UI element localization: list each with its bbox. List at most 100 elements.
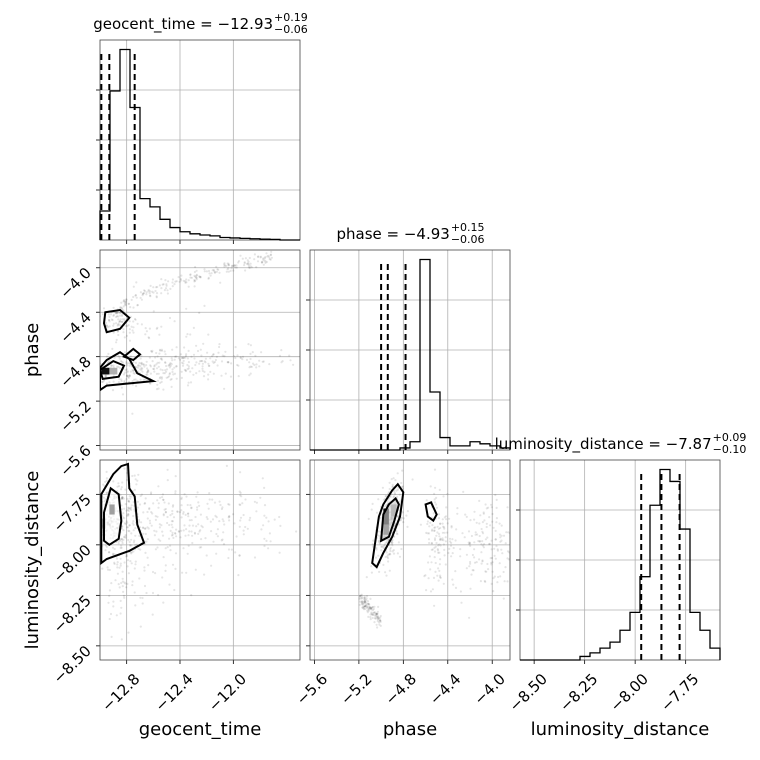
sample-point [132, 541, 135, 544]
sample-point [481, 540, 484, 543]
sample-point [241, 355, 245, 358]
sample-point [234, 346, 237, 349]
sample-point [140, 521, 143, 524]
sample-point [441, 537, 444, 540]
sample-point [249, 262, 252, 265]
sample-point [129, 544, 132, 547]
sample-point [114, 579, 117, 582]
sample-point [85, 378, 87, 380]
sample-point [161, 493, 164, 496]
sample-point [144, 551, 147, 555]
sample-point [219, 503, 222, 507]
sample-point [156, 355, 159, 358]
sample-point [496, 548, 499, 551]
sample-point [212, 353, 215, 356]
sample-point [249, 265, 252, 268]
sample-point [142, 363, 145, 366]
sample-point [101, 313, 104, 316]
sample-point [495, 521, 498, 524]
sample-point [193, 270, 196, 274]
sample-point [195, 273, 198, 276]
sample-point [112, 480, 115, 483]
sample-point [125, 298, 128, 301]
sample-point [378, 623, 381, 626]
sample-point [183, 346, 186, 349]
sample-point [116, 566, 119, 569]
sample-point [143, 527, 147, 530]
sample-point [160, 524, 163, 527]
sample-point [108, 381, 111, 384]
sample-point [178, 510, 182, 514]
sample-point [230, 548, 233, 551]
sample-point [125, 362, 128, 365]
sample-point [483, 579, 486, 583]
sample-point [152, 502, 155, 505]
sample-point [247, 264, 250, 267]
sample-point [470, 573, 473, 576]
sample-point [445, 506, 448, 509]
sample-point [123, 302, 126, 305]
sample-point [123, 298, 126, 302]
sample-point [144, 333, 147, 336]
sample-point [228, 503, 231, 506]
sample-point [465, 553, 468, 556]
sample-point [136, 304, 139, 307]
sample-point [100, 315, 102, 318]
sample-point [379, 620, 382, 624]
sample-point [213, 501, 217, 504]
sample-point [123, 371, 127, 374]
sample-point [243, 261, 246, 264]
sample-point [444, 536, 447, 539]
sample-point [371, 543, 374, 546]
sample-point [147, 370, 150, 373]
sample-point [119, 562, 122, 565]
sample-point [187, 512, 190, 515]
sample-point [190, 507, 193, 510]
sample-point [204, 537, 207, 540]
sample-point [488, 543, 491, 546]
sample-point [95, 381, 97, 383]
sample-point [360, 602, 363, 605]
sample-point [490, 582, 493, 586]
sample-point [367, 603, 370, 606]
sample-point [107, 568, 110, 571]
sample-point [164, 511, 167, 514]
sample-point [132, 306, 135, 309]
sample-point [149, 365, 152, 368]
sample-point [151, 591, 155, 595]
sample-point [100, 485, 101, 488]
sample-point [92, 521, 94, 523]
sample-point [203, 304, 206, 307]
sample-point [434, 545, 437, 548]
sample-point [384, 571, 387, 574]
sample-point [220, 360, 224, 363]
sample-point [116, 365, 119, 368]
sample-point [377, 621, 381, 624]
sample-point [448, 547, 451, 551]
sample-point [115, 614, 118, 617]
sample-point [195, 344, 198, 347]
sample-point [152, 291, 155, 294]
sample-point [139, 494, 142, 498]
sample-point [212, 361, 215, 364]
sample-point [190, 506, 193, 509]
sample-point [128, 364, 131, 367]
sample-point [132, 514, 135, 518]
sample-point [198, 370, 201, 373]
sample-point [382, 545, 385, 548]
sample-point [494, 493, 497, 497]
sample-point [369, 616, 372, 619]
sample-point [359, 595, 362, 598]
sample-point [378, 535, 381, 538]
sample-point [119, 314, 122, 317]
sample-point [123, 379, 126, 382]
sample-point [93, 351, 95, 353]
sample-point [138, 520, 141, 523]
sample-point [368, 606, 371, 609]
sample-point [223, 523, 226, 526]
sample-point [255, 266, 258, 269]
sample-point [116, 572, 119, 575]
sample-point [367, 517, 370, 521]
sample-point [490, 548, 493, 551]
sample-point [148, 290, 152, 293]
